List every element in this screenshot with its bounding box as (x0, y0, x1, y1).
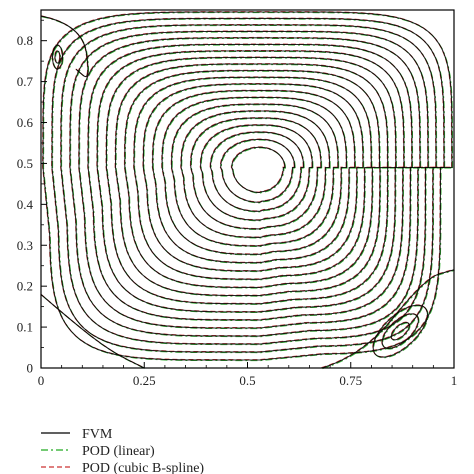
contour-line (124, 70, 381, 289)
series-fvm (40, 11, 455, 369)
separation-line (321, 269, 455, 369)
contour-line (200, 124, 313, 221)
y-tick-label: 0 (27, 361, 34, 376)
contour-line (51, 17, 445, 353)
legend-label: POD (linear) (82, 444, 155, 459)
contour-line (390, 321, 410, 341)
y-tick-label: 0.3 (17, 238, 33, 253)
contour-line (51, 44, 64, 70)
x-tick-label: 0.25 (133, 373, 156, 388)
contour-line (51, 17, 445, 353)
y-axis: 0 0.1 0.2 0.3 0.4 0.5 0.6 0.7 0.8 (17, 19, 47, 376)
legend-label: POD (cubic B-spline) (82, 461, 204, 474)
contour-line (105, 56, 397, 305)
contour-line (96, 50, 405, 313)
contour-line (190, 117, 322, 230)
separation-line (40, 293, 145, 369)
contour-line (162, 97, 348, 256)
contour-line (381, 313, 419, 350)
contour-line (220, 138, 296, 203)
contour-line (52, 45, 64, 71)
contour-line (134, 77, 373, 281)
contour-line (161, 96, 348, 255)
legend-label: FVM (82, 427, 113, 442)
y-tick-label: 0.1 (17, 320, 33, 335)
x-tick-label: 0.75 (339, 373, 362, 388)
contour-line (180, 110, 331, 238)
contour-line (133, 76, 372, 280)
contour-lines (40, 11, 455, 370)
contour-line (42, 11, 453, 361)
contour-line (190, 118, 323, 231)
x-axis: 0 0.25 0.5 0.75 1 (38, 362, 458, 388)
contour-line (231, 146, 286, 194)
contour-line (114, 63, 389, 297)
contour-line (209, 131, 305, 212)
contour-line (87, 43, 413, 321)
contour-line (372, 304, 429, 358)
y-tick-label: 0.8 (17, 33, 33, 48)
x-tick-label: 1 (451, 373, 458, 388)
contour-line (171, 103, 339, 247)
contour-line (69, 30, 429, 337)
contour-line (79, 37, 422, 330)
y-tick-label: 0.6 (17, 115, 34, 130)
y-tick-label: 0.5 (17, 156, 33, 171)
contour-line (78, 37, 421, 329)
contour-line (152, 90, 356, 264)
contour-line (142, 83, 364, 272)
x-tick-label: 0 (38, 373, 45, 388)
separation-line (40, 15, 89, 78)
y-tick-label: 0.2 (17, 279, 33, 294)
y-tick-label: 0.7 (17, 74, 34, 89)
y-tick-label: 0.4 (17, 197, 34, 212)
contour-line (115, 64, 389, 297)
contour-line (114, 63, 388, 296)
contour-line (199, 124, 313, 221)
contour-line (231, 147, 287, 194)
contour-line (78, 36, 421, 329)
contour-line (161, 96, 347, 255)
contour-line (52, 18, 446, 354)
legend: FVM POD (linear) POD (cubic B-spline) (41, 427, 204, 474)
contour-line (54, 50, 61, 64)
x-tick-label: 0.5 (239, 373, 255, 388)
separation-line (41, 16, 90, 78)
